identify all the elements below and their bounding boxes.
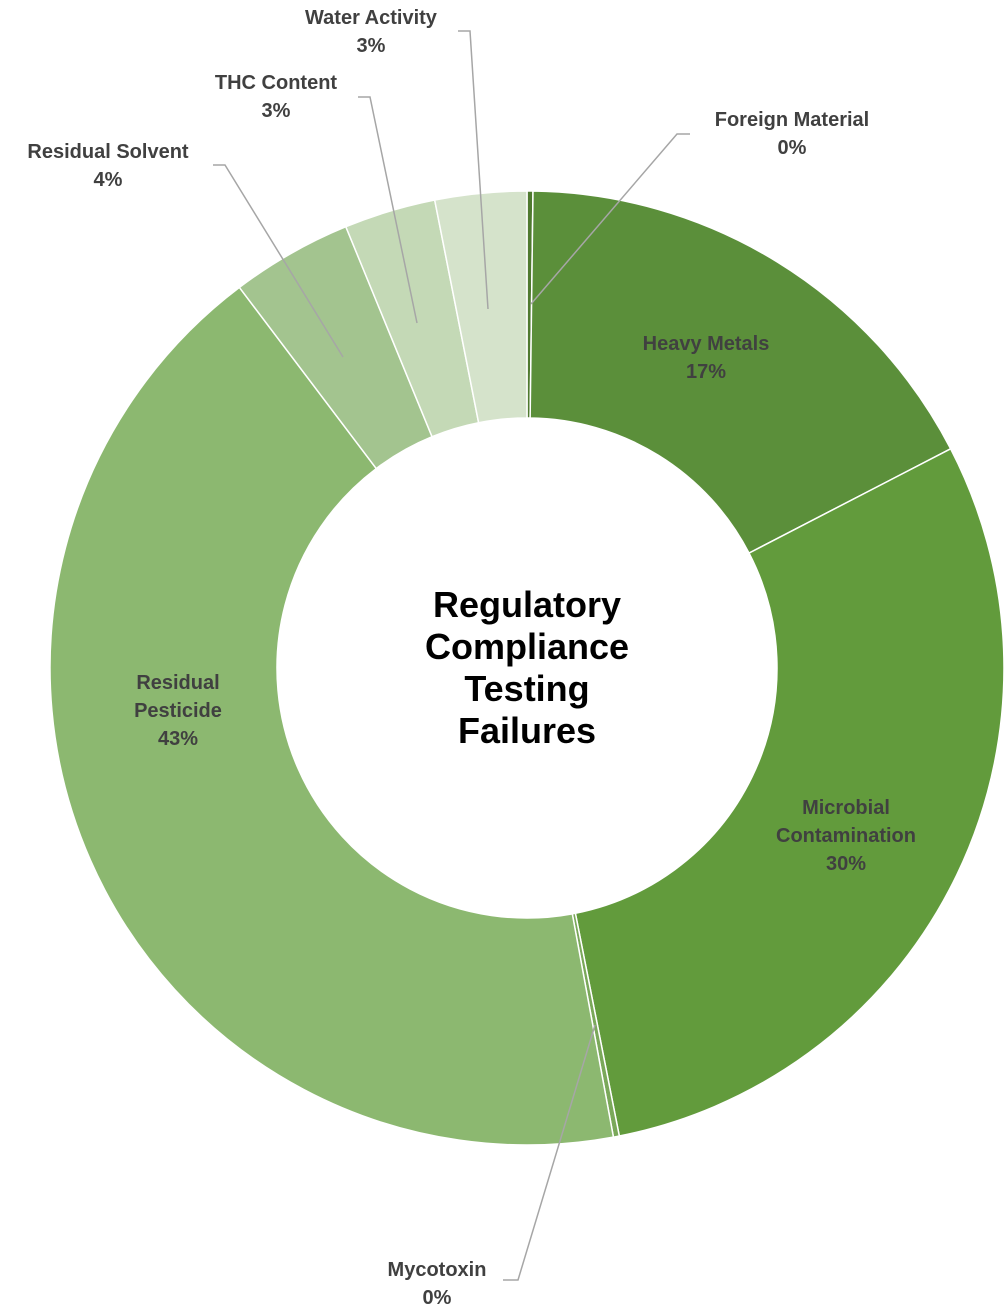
value-label: 3% bbox=[356, 35, 386, 57]
data-label: Microbial Contamination 30% bbox=[751, 794, 941, 878]
data-label: Heavy Metals 17% bbox=[596, 330, 816, 386]
donut-slice bbox=[49, 286, 615, 1146]
data-label: Foreign Material 0% bbox=[662, 106, 922, 162]
value-label: 0% bbox=[422, 1287, 452, 1309]
leader-line bbox=[358, 96, 418, 324]
donut-slice bbox=[433, 190, 528, 424]
data-label: Residual Pesticide 43% bbox=[118, 669, 238, 753]
category-label: Heavy Metals bbox=[642, 333, 770, 355]
category-label: Residual Pesticide bbox=[134, 672, 222, 722]
value-label: 3% bbox=[261, 100, 291, 122]
data-label: Water Activity 3% bbox=[281, 4, 461, 60]
value-label: 4% bbox=[93, 169, 123, 191]
value-label: 17% bbox=[685, 361, 727, 383]
category-label: Water Activity bbox=[305, 7, 437, 29]
data-label: Residual Solvent 4% bbox=[0, 138, 218, 194]
leader-line bbox=[503, 1024, 596, 1281]
leader-line bbox=[458, 30, 489, 310]
category-label: THC Content bbox=[214, 72, 338, 94]
leader-line bbox=[213, 164, 344, 358]
category-label: Microbial Contamination bbox=[776, 797, 916, 847]
category-label: Mycotoxin bbox=[387, 1259, 487, 1281]
value-label: 30% bbox=[825, 853, 867, 875]
category-label: Residual Solvent bbox=[27, 141, 189, 163]
category-label: Foreign Material bbox=[714, 109, 870, 131]
data-label: THC Content 3% bbox=[186, 69, 366, 125]
chart-title: Regulatory Compliance Testing Failures bbox=[424, 584, 630, 751]
value-label: 0% bbox=[777, 137, 807, 159]
data-label: Mycotoxin 0% bbox=[357, 1256, 517, 1310]
donut-slice bbox=[574, 447, 1005, 1137]
leader-line bbox=[530, 133, 690, 305]
donut-slice bbox=[529, 190, 952, 555]
value-label: 43% bbox=[157, 728, 199, 750]
